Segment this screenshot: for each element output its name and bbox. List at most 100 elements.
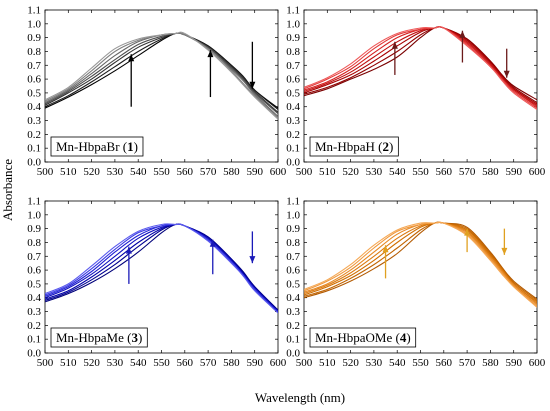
x-tick-label: 550	[153, 357, 170, 369]
x-tick-label: 590	[505, 166, 522, 178]
x-tick-label: 550	[412, 357, 429, 369]
x-tick-label: 570	[459, 357, 476, 369]
x-tick-label: 560	[177, 166, 194, 178]
y-tick-label: 0.3	[286, 115, 300, 127]
compound-paren: )	[138, 330, 142, 345]
x-tick-label: 530	[107, 166, 124, 178]
x-tick-label: 590	[505, 357, 522, 369]
y-tick-label: 1.1	[286, 196, 300, 208]
y-tick-label: 0.9	[286, 32, 300, 44]
y-tick-label: 0.8	[286, 46, 300, 58]
x-tick-label: 510	[319, 357, 336, 369]
series-line-4	[304, 26, 537, 106]
y-tick-label: 0.4	[27, 292, 41, 304]
series-line-1	[304, 26, 537, 101]
x-tick-label: 520	[83, 166, 100, 178]
series-line-3	[304, 26, 537, 105]
trend-arrow-head	[249, 256, 256, 264]
series-line-4	[304, 221, 537, 304]
x-tick-label: 530	[366, 166, 383, 178]
y-tick-label: 0.5	[286, 87, 300, 99]
x-tick-label: 560	[177, 357, 194, 369]
x-tick-label: 500	[296, 357, 313, 369]
y-tick-label: 0.8	[27, 237, 41, 249]
y-tick-label: 0.1	[27, 334, 41, 346]
trend-arrow-head	[249, 81, 256, 89]
series-line-2	[45, 223, 278, 311]
y-tick-label: 0.0	[286, 157, 300, 169]
series-line-2	[304, 221, 537, 301]
y-tick-label: 0.4	[27, 101, 41, 113]
x-tick-label: 600	[529, 166, 546, 178]
y-tick-label: 1.1	[27, 196, 41, 208]
y-tick-label: 0.7	[286, 60, 300, 72]
y-tick-label: 0.6	[27, 265, 41, 277]
series-line-6	[304, 221, 537, 307]
x-tick-label: 590	[246, 166, 263, 178]
y-tick-label: 1.0	[286, 18, 300, 30]
y-tick-label: 0.7	[27, 251, 41, 263]
y-tick-label: 1.1	[286, 5, 300, 17]
x-tick-label: 580	[223, 357, 240, 369]
y-tick-label: 0.3	[27, 115, 41, 127]
y-tick-label: 0.9	[27, 223, 41, 235]
x-tick-label: 510	[60, 166, 77, 178]
panel-4: 500 510 520 530 540 550 560 570 580 590 600 0.0 0.1 0…	[286, 196, 546, 370]
series-line-4	[45, 32, 278, 115]
x-tick-label: 570	[200, 166, 217, 178]
series-line-5	[304, 26, 537, 108]
y-tick-label: 0.6	[27, 74, 41, 86]
series-line-6	[45, 32, 278, 119]
y-tick-label: 0.9	[27, 32, 41, 44]
compound-label: Mn-HbpaBr (1)	[56, 139, 138, 154]
y-tick-label: 0.6	[286, 265, 300, 277]
y-tick-label: 0.2	[286, 129, 300, 141]
compound-paren: )	[406, 330, 410, 345]
x-tick-label: 510	[319, 166, 336, 178]
panel-1: 500 510 520 530 540 550 560 570 580 590 600 0.0 0.1 0…	[27, 5, 287, 179]
y-tick-label: 1.0	[286, 209, 300, 221]
y-tick-label: 0.2	[286, 320, 300, 332]
x-tick-label: 520	[83, 357, 100, 369]
series-line-7	[45, 31, 278, 120]
compound-label: Mn-HbpaMe (3)	[56, 330, 142, 345]
y-tick-label: 0.7	[286, 251, 300, 263]
x-tick-label: 560	[436, 166, 453, 178]
y-tick-label: 0.5	[27, 278, 41, 290]
y-tick-label: 0.1	[286, 143, 300, 155]
trend-arrow-head	[382, 245, 389, 253]
y-tick-label: 0.4	[286, 101, 300, 113]
trend-arrow-head	[209, 239, 216, 247]
x-tick-label: 500	[37, 166, 54, 178]
x-tick-label: 500	[296, 166, 313, 178]
y-tick-label: 0.3	[27, 306, 41, 318]
x-tick-label: 580	[223, 166, 240, 178]
trend-arrow-head	[391, 41, 398, 49]
y-tick-label: 0.5	[286, 278, 300, 290]
trend-arrow-head	[207, 50, 214, 58]
series-line-5	[45, 223, 278, 312]
compound-paren: )	[389, 139, 393, 154]
series-line-3	[45, 32, 278, 113]
x-tick-label: 530	[366, 357, 383, 369]
series-line-6	[304, 26, 537, 109]
compound-name: Mn-HbpaH (	[315, 139, 383, 154]
label-box	[309, 136, 399, 157]
x-tick-label: 500	[37, 357, 54, 369]
y-tick-label: 0.0	[27, 157, 41, 169]
series-line-3	[45, 223, 278, 312]
compound-label: Mn-HbpaH (2)	[315, 139, 393, 154]
y-tick-label: 0.2	[27, 320, 41, 332]
series-line-1	[45, 223, 278, 311]
panel-3: 500 510 520 530 540 550 560 570 580 590 600 0.0 0.1 0…	[27, 196, 287, 370]
series-line-4	[45, 223, 278, 312]
x-tick-label: 600	[529, 357, 546, 369]
y-tick-label: 0.1	[286, 334, 300, 346]
y-axis-label: Absorbance	[0, 159, 15, 221]
panel-2: 500 510 520 530 540 550 560 570 580 590 600 0.0 0.1 0…	[286, 5, 546, 179]
series-group	[45, 31, 278, 120]
label-box	[309, 327, 417, 348]
trend-arrow-head	[464, 228, 471, 236]
compound-label: Mn-HbpaOMe (4)	[315, 330, 411, 345]
compound-name: Mn-HbpaOMe (	[315, 330, 400, 345]
